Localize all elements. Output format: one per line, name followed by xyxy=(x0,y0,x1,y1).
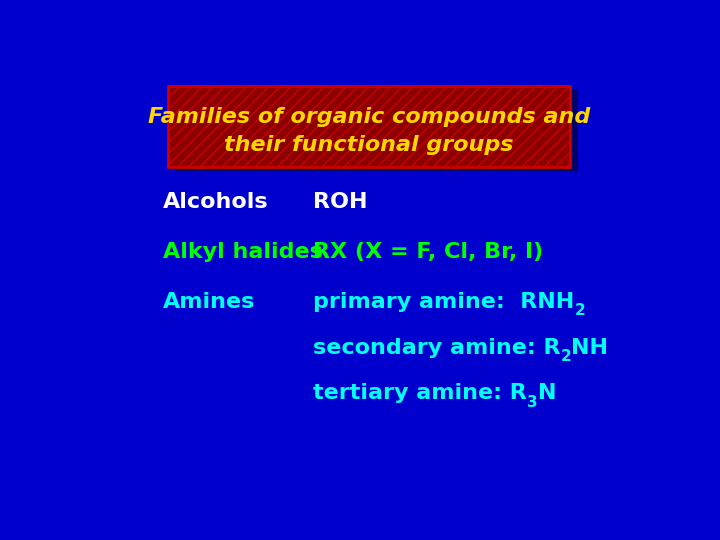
Text: secondary amine: R: secondary amine: R xyxy=(313,338,561,357)
Text: their functional groups: their functional groups xyxy=(224,134,514,154)
Text: tertiary amine: R: tertiary amine: R xyxy=(313,383,527,403)
Text: 3: 3 xyxy=(527,395,538,410)
FancyBboxPatch shape xyxy=(168,85,570,167)
Text: N: N xyxy=(538,383,556,403)
Text: Alkyl halides: Alkyl halides xyxy=(163,242,323,262)
Text: ROH: ROH xyxy=(313,192,368,212)
Text: NH: NH xyxy=(572,338,608,357)
Text: 2: 2 xyxy=(561,349,572,364)
Text: Alcohols: Alcohols xyxy=(163,192,268,212)
Text: Amines: Amines xyxy=(163,292,255,312)
Text: primary amine:  RNH: primary amine: RNH xyxy=(313,292,575,312)
Text: RX (X = F, Cl, Br, I): RX (X = F, Cl, Br, I) xyxy=(313,242,544,262)
Text: Families of organic compounds and: Families of organic compounds and xyxy=(148,107,590,127)
Text: 2: 2 xyxy=(575,303,585,319)
FancyBboxPatch shape xyxy=(176,90,578,171)
